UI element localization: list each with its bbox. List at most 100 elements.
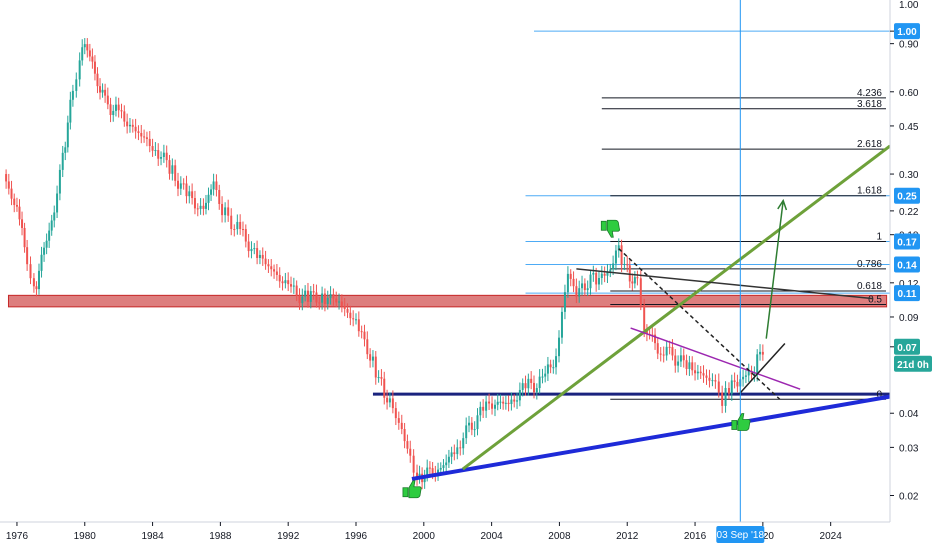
candle-body [295,285,298,296]
candle-body [459,447,462,449]
candle-body [23,227,26,248]
candle-body [524,383,527,389]
candle-body [685,360,688,369]
candle-body [409,448,412,456]
green-uptrend-line[interactable] [461,144,891,471]
candle-body [287,280,290,285]
candle-body [406,441,409,449]
candle-body [730,380,733,394]
candle-body [61,152,64,170]
candle-body [507,402,510,405]
candle-body [56,193,59,213]
candle-body [679,355,682,362]
candle-body [688,362,691,369]
candle-body [496,401,499,405]
time-tick-label: 2012 [616,531,639,542]
candle-body [572,278,575,287]
candle-body [332,294,335,299]
candle-body [656,343,659,354]
purple-downtrend-line[interactable] [630,327,801,390]
dark-uptrend-line[interactable] [738,342,786,395]
candle-body [631,281,634,284]
candle-body [32,278,35,287]
fib-level-label: 0.5 [868,294,882,305]
candle-body [476,415,479,430]
candle-body [499,401,502,403]
candle-body [628,265,631,282]
candle-body [13,198,16,205]
thumbs-up-shape [402,480,422,499]
candle-body [682,355,685,361]
candle-body [756,354,759,375]
time-tick-label: 1984 [141,531,164,542]
projection-arrow[interactable] [765,200,784,339]
candle-body [343,305,346,309]
candle-body [256,248,259,258]
resistance-zone[interactable] [7,294,888,308]
candle-body [612,263,615,270]
candle-body [258,254,261,258]
countdown-tag-bg [894,355,932,372]
candle-body [50,220,53,231]
candle-body [298,295,301,304]
candle-body [301,296,304,304]
time-tick-label: 1992 [277,531,300,542]
candle-body [326,297,329,304]
price-tag: 0.25 [894,187,920,204]
thumbs-up-icon [402,480,422,499]
candle-body [360,331,363,333]
thumbs-up-hand [737,413,751,431]
candle-body [595,272,598,285]
candle-body [179,183,182,189]
dashed-downtrend-line[interactable] [618,248,781,400]
candle-body [346,308,349,313]
candle-body [620,245,623,265]
candle-body [518,389,521,401]
candle-body [614,250,617,264]
candle-body [114,104,117,111]
candle-body [29,264,32,279]
price-tick-label: 0.30 [899,170,919,181]
candle-body [233,229,236,231]
candle-body [426,467,429,476]
candle-body [442,465,445,468]
candle-body [340,301,343,306]
price-tick-label: 0.04 [899,409,919,420]
candle-body [560,311,563,338]
blue-support-line[interactable] [411,394,891,481]
candle-body [202,205,205,209]
candle-body [563,292,566,312]
candle-body [694,370,697,374]
candle-body [199,205,202,209]
candle-body [99,86,102,93]
candle-body [140,132,143,137]
candle-body [45,240,48,248]
candle-body [759,351,762,355]
candle-body [193,198,196,209]
candle-body [363,331,366,340]
candle-body [309,291,312,302]
candle-body [674,355,677,366]
price-tag-bg [894,256,920,273]
candle-body [106,95,109,105]
candle-body [586,288,589,291]
candle-body [318,302,321,304]
candle-body [636,277,639,279]
candle-body [117,104,120,111]
candle-body [210,189,213,195]
candle-body [736,381,739,387]
candle-body [696,371,699,374]
candle-body [284,280,287,284]
time-tick-label: 2016 [684,531,707,542]
candle-body [724,388,727,406]
price-tag-bg [894,285,920,302]
candle-body [671,347,674,356]
candle-body [128,124,131,127]
dark-downtrend-line[interactable] [576,268,874,300]
crosshair-date-label: 03 Sep '18 [717,530,765,541]
candle-body [91,56,94,62]
candle-body [558,337,561,357]
candle-body [355,319,357,321]
candle-body [96,73,99,87]
